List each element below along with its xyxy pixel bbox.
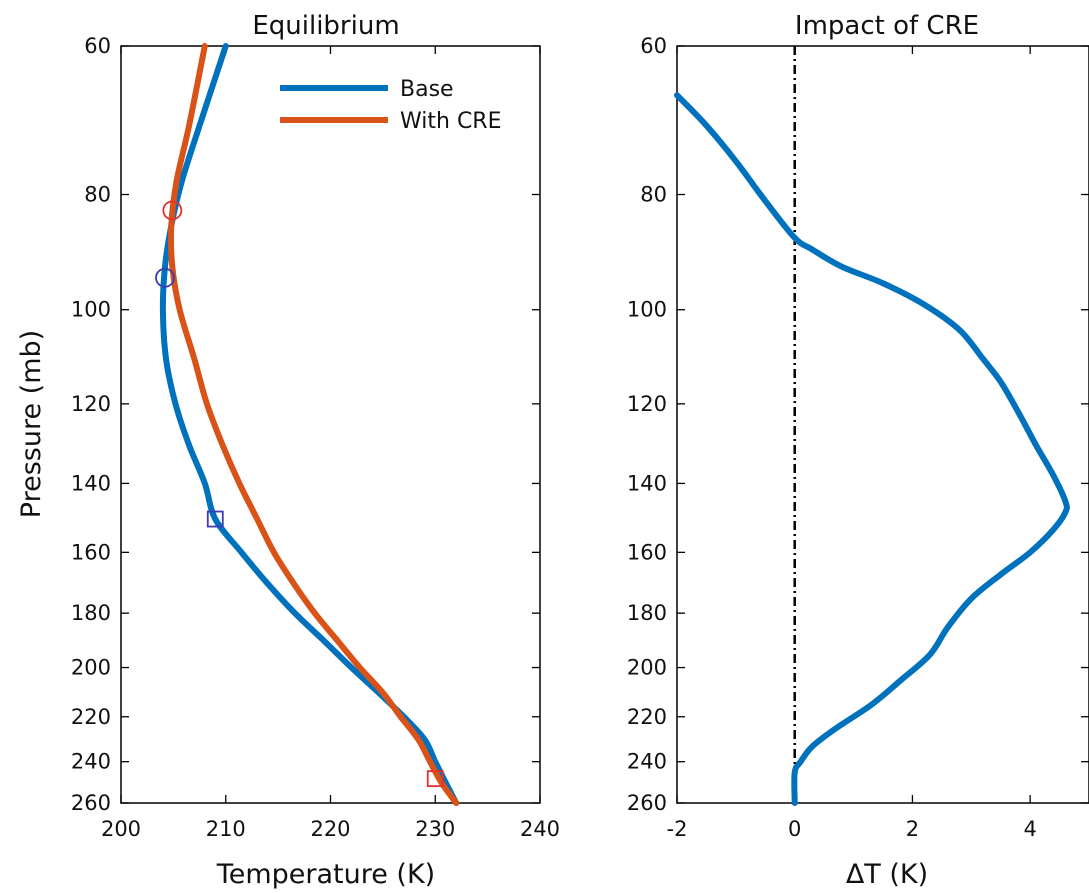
left-y-tick-label: 200 [71, 656, 111, 680]
left-x-tick-label: 240 [520, 817, 560, 841]
legend-label: With CRE [400, 109, 502, 134]
left-panel-title: Equilibrium [252, 11, 399, 41]
left-y-tick-label: 220 [71, 705, 111, 729]
left-y-tick-label: 260 [71, 791, 111, 815]
left-line-base [159, 43, 460, 806]
right-line-series-0 [674, 92, 1070, 806]
left-y-tick-label: 60 [84, 34, 111, 58]
left-y-tick-label: 120 [71, 392, 111, 416]
right-axes-frame [676, 45, 1089, 804]
left-line-with-cre [167, 43, 460, 806]
right-y-tick-label: 140 [627, 471, 667, 495]
right-x-axis-title: ΔT (K) [846, 859, 928, 890]
right-y-tick-label: 80 [640, 183, 667, 207]
left-y-tick-label: 240 [71, 750, 111, 774]
left-y-tick-label: 100 [71, 298, 111, 322]
right-x-tick-label: 4 [1023, 817, 1036, 841]
left-square-marker [206, 510, 224, 528]
left-y-tick-label: 140 [71, 471, 111, 495]
left-x-tick-label: 210 [206, 817, 246, 841]
right-y-tick-label: 260 [627, 791, 667, 815]
right-y-tick-label: 100 [627, 298, 667, 322]
left-x-axis-title: Temperature (K) [216, 859, 435, 890]
right-y-tick-label: 220 [627, 705, 667, 729]
left-x-tick-label: 230 [415, 817, 455, 841]
legend-label: Base [400, 77, 454, 102]
right-x-tick-label: 2 [906, 817, 919, 841]
left-y-tick-label: 80 [84, 183, 111, 207]
right-y-tick-label: 200 [627, 656, 667, 680]
right-plot-area: 60 80 100 120 140 160 180 200 220 240 260-2 0 2 4 [627, 34, 1089, 841]
left-x-tick-label: 220 [310, 817, 350, 841]
right-y-tick-label: 240 [627, 750, 667, 774]
right-y-tick-label: 180 [627, 601, 667, 625]
right-y-tick-label: 160 [627, 540, 667, 564]
left-y-tick-label: 180 [71, 601, 111, 625]
left-y-axis-title: Pressure (mb) [16, 330, 47, 518]
left-y-tick-label: 160 [71, 540, 111, 564]
left-circle-marker [155, 267, 175, 288]
left-square-marker [426, 770, 444, 788]
right-panel-title: Impact of CRE [795, 11, 979, 41]
right-x-tick-label: 0 [788, 817, 801, 841]
left-x-tick-label: 200 [101, 817, 141, 841]
right-x-tick-label: -2 [667, 817, 688, 841]
right-y-tick-label: 120 [627, 392, 667, 416]
right-y-tick-label: 60 [640, 34, 667, 58]
left-circle-marker [162, 200, 183, 221]
